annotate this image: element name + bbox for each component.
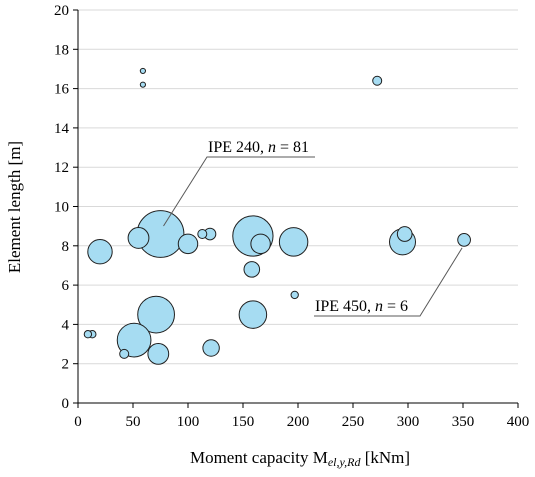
x-tick-label: 150: [232, 414, 255, 430]
bubble-point: [250, 233, 271, 255]
annotation-leader-line: [314, 247, 463, 317]
bubble-point: [119, 348, 130, 359]
x-axis-title-main: Moment capacity M: [190, 448, 328, 467]
bubble-point: [396, 226, 413, 242]
bubble-point: [116, 322, 152, 358]
bubble-point: [197, 229, 208, 240]
y-axis-title: Element length [m]: [5, 141, 24, 273]
y-tick-label: 4: [62, 317, 70, 333]
bubble-point: [139, 81, 146, 88]
x-tick-label: 350: [452, 414, 475, 430]
bubble-point: [243, 261, 261, 278]
y-tick-label: 18: [54, 42, 69, 58]
bubble-point: [372, 75, 383, 86]
bubble-point: [83, 330, 93, 339]
annotation-label-variable: n: [375, 298, 383, 315]
bubble-point: [139, 67, 146, 75]
x-tick-label: 400: [507, 414, 530, 430]
x-tick-label: 0: [74, 414, 82, 430]
y-tick-label: 12: [54, 160, 69, 176]
x-axis-title-subscript: el,y,Rd: [328, 455, 362, 469]
annotation-label: IPE 450, n = 6: [315, 298, 408, 315]
bubble-point: [278, 227, 309, 257]
x-tick-label: 250: [342, 414, 365, 430]
y-tick-label: 6: [62, 278, 70, 294]
annotations: IPE 240, n = 81 IPE 450, n = 6: [163, 139, 463, 317]
bubble-point: [87, 238, 113, 265]
x-tick-label: 100: [177, 414, 200, 430]
y-tick-label: 14: [54, 121, 70, 137]
bubble-point: [177, 233, 199, 255]
annotation-leader-line: [163, 156, 315, 227]
axes: [73, 9, 519, 408]
y-tick-label: 8: [62, 239, 70, 255]
x-tick-label: 200: [287, 414, 310, 430]
bubble-series: [83, 67, 471, 365]
x-tick-label: 50: [126, 414, 141, 430]
y-tick-label: 16: [54, 82, 70, 98]
y-tick-label: 2: [62, 357, 70, 373]
bubble-point: [202, 339, 220, 357]
y-tick-label: 20: [54, 3, 69, 19]
x-tick-label: 300: [397, 414, 420, 430]
annotation-label: IPE 240, n = 81: [208, 139, 309, 156]
bubble-point: [137, 295, 175, 334]
x-axis-title-unit: [kNm]: [360, 448, 410, 467]
x-axis-title: Moment capacity Mel,y,Rd [kNm]: [190, 448, 410, 469]
bubble-point: [457, 233, 471, 247]
annotation-label-variable: n: [268, 139, 276, 156]
bubble-point: [290, 290, 299, 300]
bubble-point: [147, 342, 170, 365]
bubble-point: [238, 300, 268, 329]
bubble-point: [127, 227, 150, 249]
y-tick-label: 10: [54, 200, 69, 216]
y-tick-label: 0: [62, 396, 70, 412]
